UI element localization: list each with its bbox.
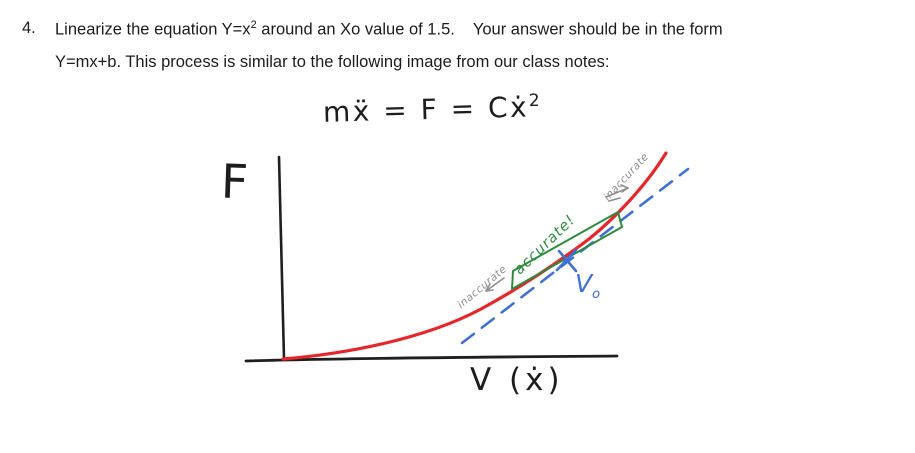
tangent-point-label: Vo xyxy=(575,269,600,302)
tangent-line xyxy=(460,167,690,345)
tangent-point-x-icon xyxy=(555,248,578,273)
exponent-superscript: 2 xyxy=(250,19,257,31)
y-axis-line xyxy=(277,155,286,361)
x-axis-label: V (ẋ) xyxy=(470,362,564,398)
inaccurate-right-arrow-icon xyxy=(605,184,629,202)
problem-number: 4. xyxy=(22,19,36,37)
v0-main: V xyxy=(575,269,593,298)
problem-line1: Linearize the equation Y=x2 around an Xo… xyxy=(55,19,723,40)
force-curve xyxy=(281,151,668,361)
inaccurate-left-arrow-icon xyxy=(485,277,505,292)
problem-line1-pre: Linearize the equation Y=x xyxy=(55,20,251,39)
problem-line2: Y=mx+b. This process is similar to the f… xyxy=(55,53,610,71)
problem-line1-post: around an Xo value of 1.5. Your answer s… xyxy=(256,20,723,39)
y-axis-label: F xyxy=(220,154,249,211)
accurate-region-bracket xyxy=(511,211,623,290)
v0-subscript: o xyxy=(592,287,601,302)
